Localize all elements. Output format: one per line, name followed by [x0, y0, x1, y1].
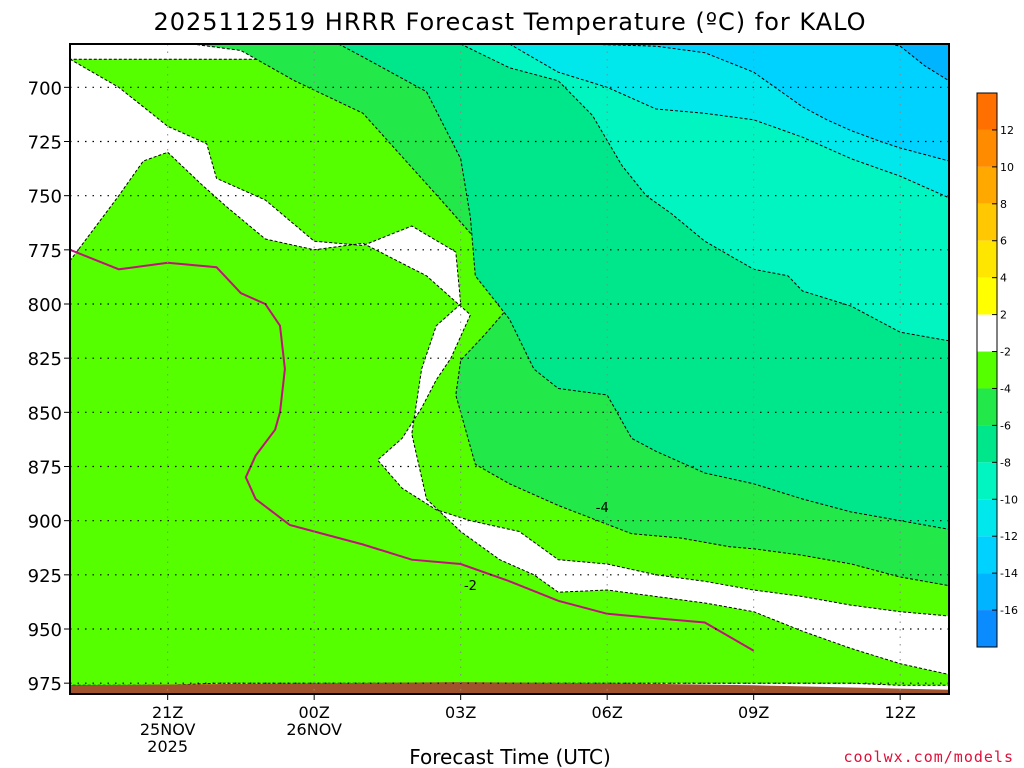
colorbar-swatch — [977, 610, 997, 647]
contour-label: -2 — [464, 579, 477, 594]
y-tick-label: 950 — [28, 620, 62, 641]
colorbar-swatch — [977, 166, 997, 204]
colorbar-swatch — [977, 573, 997, 611]
y-tick-label: 750 — [28, 187, 62, 208]
colorbar-swatch — [977, 129, 997, 167]
y-tick-label: 850 — [28, 403, 62, 424]
colorbar-swatch — [977, 462, 997, 500]
watermark-text: coolwx.com/models — [843, 748, 1014, 766]
colorbar-label: 6 — [1000, 235, 1007, 248]
colorbar-swatch — [977, 388, 997, 426]
colorbar-label: -12 — [1000, 530, 1018, 543]
colorbar-label: 10 — [1000, 161, 1014, 174]
colorbar-frame — [976, 92, 998, 648]
x-tick-label: 00Z — [299, 703, 330, 722]
y-tick-label: 925 — [28, 566, 62, 587]
colorbar-legend: 12 10 8 6 4 2 -2 -4 -6 -8 -10 -12 -14 -16 — [976, 92, 1018, 648]
x-tick-label: 2025 — [147, 737, 188, 756]
colorbar-label: 2 — [1000, 309, 1007, 322]
colorbar-label: 12 — [1000, 124, 1014, 137]
colorbar-swatch — [977, 499, 997, 537]
colorbar-label: 8 — [1000, 198, 1007, 211]
colorbar-label: -4 — [1000, 382, 1011, 395]
colorbar-label: -10 — [1000, 493, 1018, 506]
y-tick-label: 700 — [28, 78, 62, 99]
x-tick-label: 26NOV — [286, 720, 342, 739]
colorbar-swatch — [977, 351, 997, 389]
x-tick-label: 03Z — [445, 703, 476, 722]
x-tick-label: 12Z — [885, 703, 916, 722]
colorbar-label: -8 — [1000, 456, 1011, 469]
colorbar-label: -14 — [1000, 567, 1018, 580]
y-axis: 700 725 750 775 800 825 850 875 900 925 950 975 — [28, 78, 70, 695]
colorbar-swatch — [977, 425, 997, 463]
colorbar-swatch — [977, 536, 997, 574]
colorbar-swatch — [977, 93, 997, 130]
temperature-zone-11 — [889, 44, 949, 82]
plot-layers: -2 -4 — [70, 44, 949, 694]
chart-title: 2025112519 HRRR Forecast Temperature (ºC… — [153, 8, 866, 36]
y-tick-label: 825 — [28, 349, 62, 370]
temperature-zone-10 — [582, 44, 949, 162]
x-tick-label: 21Z — [152, 703, 183, 722]
colorbar-swatch — [977, 240, 997, 278]
contour-label: -4 — [596, 501, 609, 516]
plot-area: -2 -4 — [69, 43, 950, 695]
colorbar-swatch — [977, 203, 997, 241]
y-tick-label: 875 — [28, 458, 62, 479]
colorbar-label: -2 — [1000, 346, 1011, 359]
colorbar-label: -16 — [1000, 604, 1018, 617]
y-tick-label: 975 — [28, 674, 62, 695]
y-tick-label: 800 — [28, 295, 62, 316]
x-tick-label: 25NOV — [140, 720, 196, 739]
colorbar-label: 4 — [1000, 272, 1007, 285]
y-tick-label: 775 — [28, 241, 62, 262]
colorbar-swatch — [977, 314, 997, 352]
y-tick-label: 725 — [28, 133, 62, 154]
x-axis-label: Forecast Time (UTC) — [409, 745, 611, 768]
plot-frame — [69, 43, 950, 695]
freezing-line — [70, 248, 755, 652]
colorbar-swatch — [977, 277, 997, 315]
x-tick-label: 09Z — [738, 703, 769, 722]
y-tick-label: 900 — [28, 512, 62, 533]
colorbar-label: -6 — [1000, 419, 1011, 432]
x-tick-label: 06Z — [592, 703, 623, 722]
terrain-fill — [70, 682, 949, 694]
